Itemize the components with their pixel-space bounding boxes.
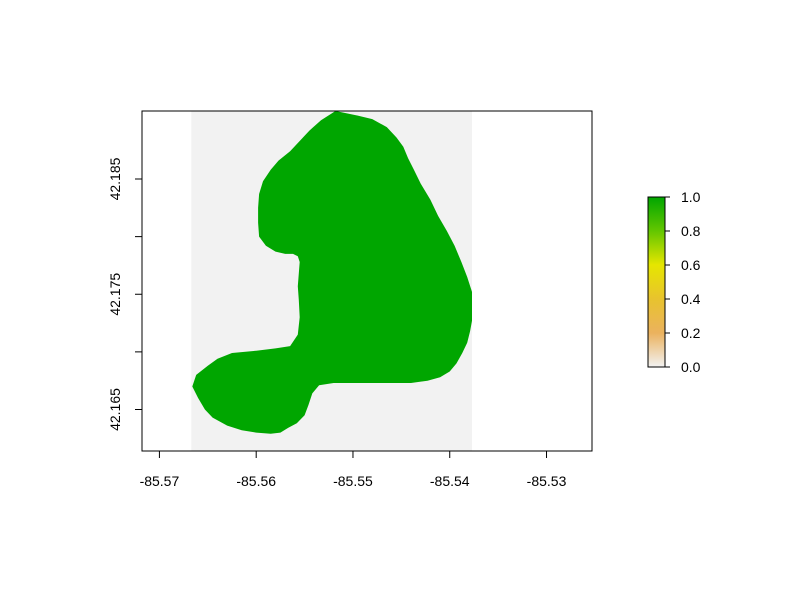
- x-tick-label: -85.53: [527, 473, 567, 489]
- x-tick-label: -85.55: [333, 473, 373, 489]
- x-tick-label: -85.54: [430, 473, 470, 489]
- y-tick-label: 42.185: [107, 157, 123, 200]
- legend-tick-label: 0.6: [681, 257, 701, 273]
- y-tick-label: 42.175: [107, 273, 123, 316]
- x-axis: -85.57 -85.56 -85.55 -85.54 -85.53: [140, 450, 567, 489]
- legend-tick-label: 0.2: [681, 325, 701, 341]
- legend-tick-label: 0.0: [681, 359, 701, 375]
- legend-ticks: 0.0 0.2 0.4 0.6 0.8 1.0: [665, 189, 701, 375]
- color-legend: 0.0 0.2 0.4 0.6 0.8 1.0: [647, 189, 701, 375]
- y-tick-label: 42.165: [107, 388, 123, 431]
- legend-tick-label: 1.0: [681, 189, 701, 205]
- x-tick-label: -85.56: [236, 473, 276, 489]
- legend-color-bar: [647, 196, 666, 368]
- raster-region-value-1: [192, 111, 473, 434]
- legend-tick-label: 0.8: [681, 223, 701, 239]
- y-axis: 42.165 42.175 42.185: [107, 157, 143, 431]
- legend-tick-label: 0.4: [681, 291, 701, 307]
- x-tick-label: -85.57: [140, 473, 180, 489]
